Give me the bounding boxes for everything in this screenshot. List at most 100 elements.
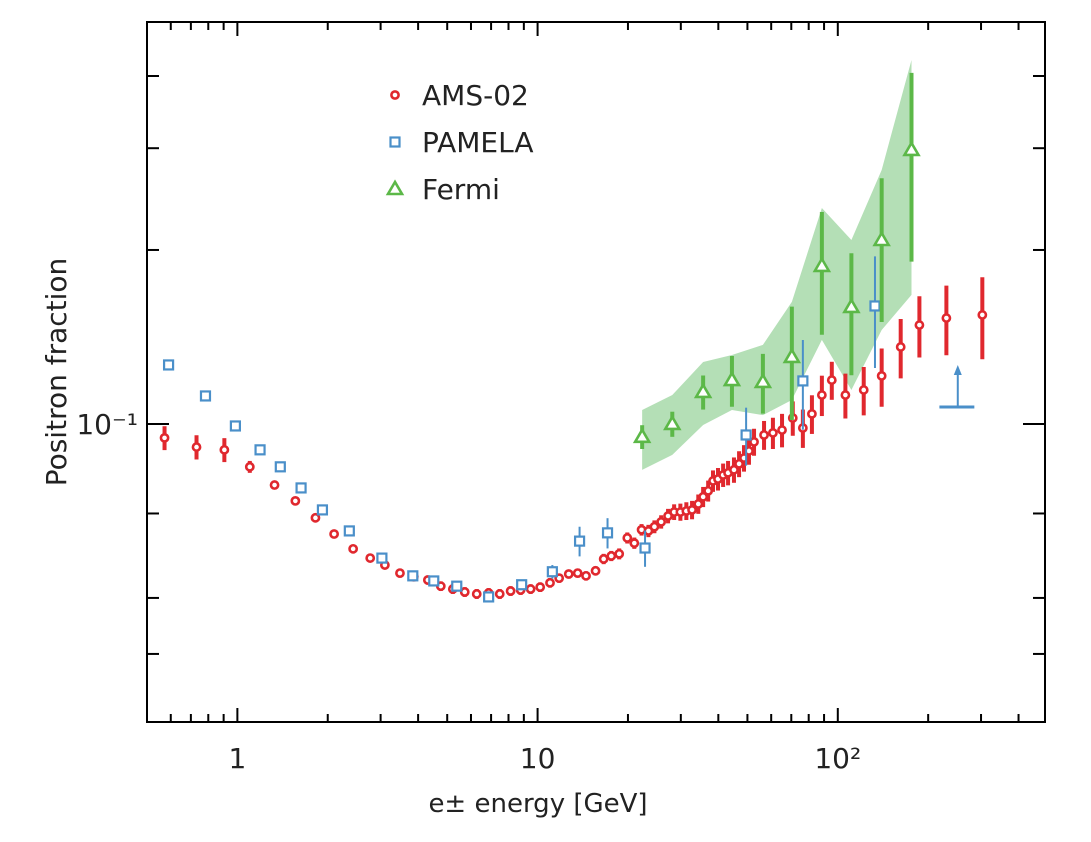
marker <box>199 390 212 402</box>
legend-label: PAMELA <box>422 126 534 159</box>
marker <box>365 553 376 563</box>
marker <box>254 444 266 456</box>
limit-arrowhead <box>953 364 962 375</box>
marker <box>649 521 660 532</box>
marker <box>459 587 470 597</box>
marker <box>407 570 419 582</box>
marker <box>807 408 817 419</box>
x-tick-label: 1 <box>228 742 246 775</box>
series <box>159 277 988 599</box>
marker <box>563 569 574 579</box>
series <box>632 72 921 450</box>
marker <box>229 420 242 432</box>
marker <box>159 432 170 443</box>
marker <box>753 372 773 389</box>
marker <box>590 565 601 576</box>
marker <box>687 505 697 515</box>
marker <box>471 589 482 599</box>
marker <box>316 504 329 516</box>
marker <box>759 430 769 440</box>
marker <box>269 480 280 490</box>
marker <box>869 300 881 312</box>
marker <box>389 136 401 148</box>
marker <box>876 370 887 381</box>
plot-frame <box>146 21 1046 723</box>
marker <box>941 313 952 323</box>
x-tick-label: 10 <box>520 742 556 775</box>
marker <box>573 535 586 547</box>
marker <box>902 140 921 157</box>
marker <box>797 375 809 387</box>
marker <box>191 442 202 452</box>
marker <box>601 527 614 539</box>
marker <box>244 461 255 472</box>
marker <box>872 230 891 247</box>
marker <box>376 552 388 564</box>
x-axis-label: e± energy [GeV] <box>428 789 647 819</box>
marker <box>451 580 463 592</box>
marker <box>632 427 652 444</box>
marker <box>734 458 744 469</box>
marker <box>858 385 869 395</box>
marker <box>483 591 495 603</box>
marker <box>329 529 340 539</box>
marker <box>768 427 778 438</box>
legend-label: Fermi <box>422 173 500 206</box>
y-tick-label: 10⁻¹ <box>76 408 138 441</box>
marker <box>977 310 988 320</box>
series <box>162 256 881 603</box>
marker <box>295 482 307 494</box>
marker <box>274 461 286 473</box>
marker <box>693 382 713 399</box>
marker <box>895 342 906 352</box>
marker <box>385 179 405 196</box>
marker <box>698 491 709 502</box>
marker <box>656 516 667 527</box>
marker <box>606 551 617 561</box>
marker <box>545 577 555 588</box>
marker <box>693 499 704 509</box>
marker <box>598 554 609 564</box>
marker <box>663 414 682 431</box>
marker <box>782 347 802 364</box>
marker <box>614 548 625 559</box>
marker <box>535 582 546 593</box>
marker <box>639 542 651 554</box>
marker <box>812 256 832 273</box>
marker <box>516 579 528 591</box>
marker <box>777 425 787 435</box>
marker <box>428 575 440 587</box>
marker <box>310 512 321 523</box>
marker <box>525 584 536 594</box>
marker <box>290 495 301 506</box>
marker <box>505 586 516 596</box>
legend-label: AMS-02 <box>422 79 529 112</box>
marker <box>390 90 400 100</box>
marker <box>840 390 851 400</box>
marker <box>729 464 739 475</box>
marker <box>162 359 175 371</box>
y-axis-label: Positron fraction <box>40 258 73 487</box>
marker <box>722 370 742 387</box>
marker <box>572 568 583 578</box>
marker <box>494 589 505 599</box>
marker <box>546 566 558 578</box>
marker <box>581 570 591 581</box>
marker <box>219 444 230 455</box>
marker <box>629 538 640 549</box>
marker <box>842 297 861 314</box>
marker <box>740 429 752 441</box>
marker <box>703 485 714 496</box>
marker <box>914 320 925 330</box>
marker <box>343 525 355 537</box>
marker <box>348 543 359 554</box>
marker <box>622 533 633 543</box>
marker <box>749 436 759 447</box>
marker <box>826 375 837 385</box>
x-tick-label: 10² <box>814 742 861 775</box>
marker <box>816 390 827 400</box>
band <box>642 59 912 470</box>
marker <box>395 568 405 578</box>
